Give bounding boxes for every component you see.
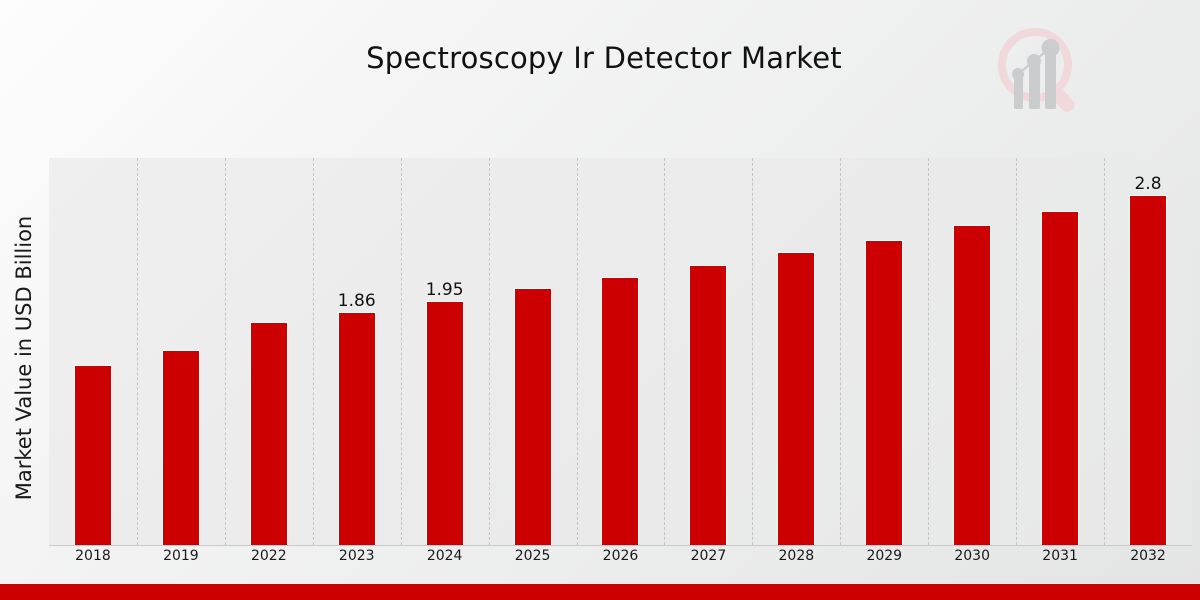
bar-cell: [752, 158, 840, 545]
bar[interactable]: [953, 225, 992, 545]
y-axis-title: Market Value in USD Billion: [12, 215, 36, 501]
footer-band: [0, 584, 1200, 600]
bar-value-label: 1.95: [425, 280, 464, 300]
bar-cell: [840, 158, 928, 545]
magnifier-bar-chart-logo-icon: [985, 18, 1090, 123]
bar[interactable]: [513, 288, 552, 545]
bar-cell: [928, 158, 1016, 545]
bar[interactable]: 1.95: [425, 280, 464, 545]
bar[interactable]: [865, 240, 904, 545]
x-tick-label: 2030: [954, 548, 990, 564]
bar-cell: [489, 158, 577, 545]
x-tick-label: 2023: [338, 548, 375, 564]
x-tick-label: 2024: [426, 548, 463, 564]
x-tick-label: 2027: [690, 548, 727, 564]
bar-cell: 2.8: [1104, 158, 1192, 545]
bar-cell: 1.86: [313, 158, 401, 545]
x-tick-label: 2032: [1130, 548, 1166, 564]
bar-value-label: 2.8: [1134, 174, 1162, 194]
bar[interactable]: 2.8: [1129, 174, 1168, 545]
bar-cell: [137, 158, 225, 545]
x-tick-label: 2031: [1042, 548, 1078, 564]
plot-area: 1.86 1.95 2.8: [49, 158, 1192, 546]
bar-cell: 1.95: [401, 158, 489, 545]
bar-value-label: 1.86: [337, 291, 376, 311]
x-tick-label: 2019: [163, 548, 199, 564]
bar-cell: [1016, 158, 1104, 545]
bar[interactable]: [777, 252, 816, 545]
bar-cell: [49, 158, 137, 545]
x-tick-label: 2029: [866, 548, 903, 564]
bar[interactable]: 1.86: [337, 291, 376, 545]
bar[interactable]: [601, 277, 640, 545]
bar-cell: [664, 158, 752, 545]
x-tick-label: 2028: [778, 548, 815, 564]
bar[interactable]: [1041, 211, 1080, 545]
bar-cell: [225, 158, 313, 545]
x-tick-label: 2018: [75, 548, 111, 564]
bar[interactable]: [249, 322, 288, 545]
x-tick-label: 2022: [250, 548, 287, 564]
bar[interactable]: [73, 365, 112, 545]
x-axis-tick-labels: 2018 2019 2022 2023 2024 2025 2026 2027 2028 2029…: [49, 548, 1192, 574]
x-tick-label: 2026: [602, 548, 639, 564]
page-title: Spectroscopy Ir Detector Market: [366, 41, 842, 75]
bar-series: 1.86 1.95 2.8: [49, 158, 1192, 545]
bar-cell: [577, 158, 665, 545]
bar[interactable]: [161, 350, 200, 545]
bar[interactable]: [689, 265, 728, 545]
x-tick-label: 2025: [514, 548, 551, 564]
